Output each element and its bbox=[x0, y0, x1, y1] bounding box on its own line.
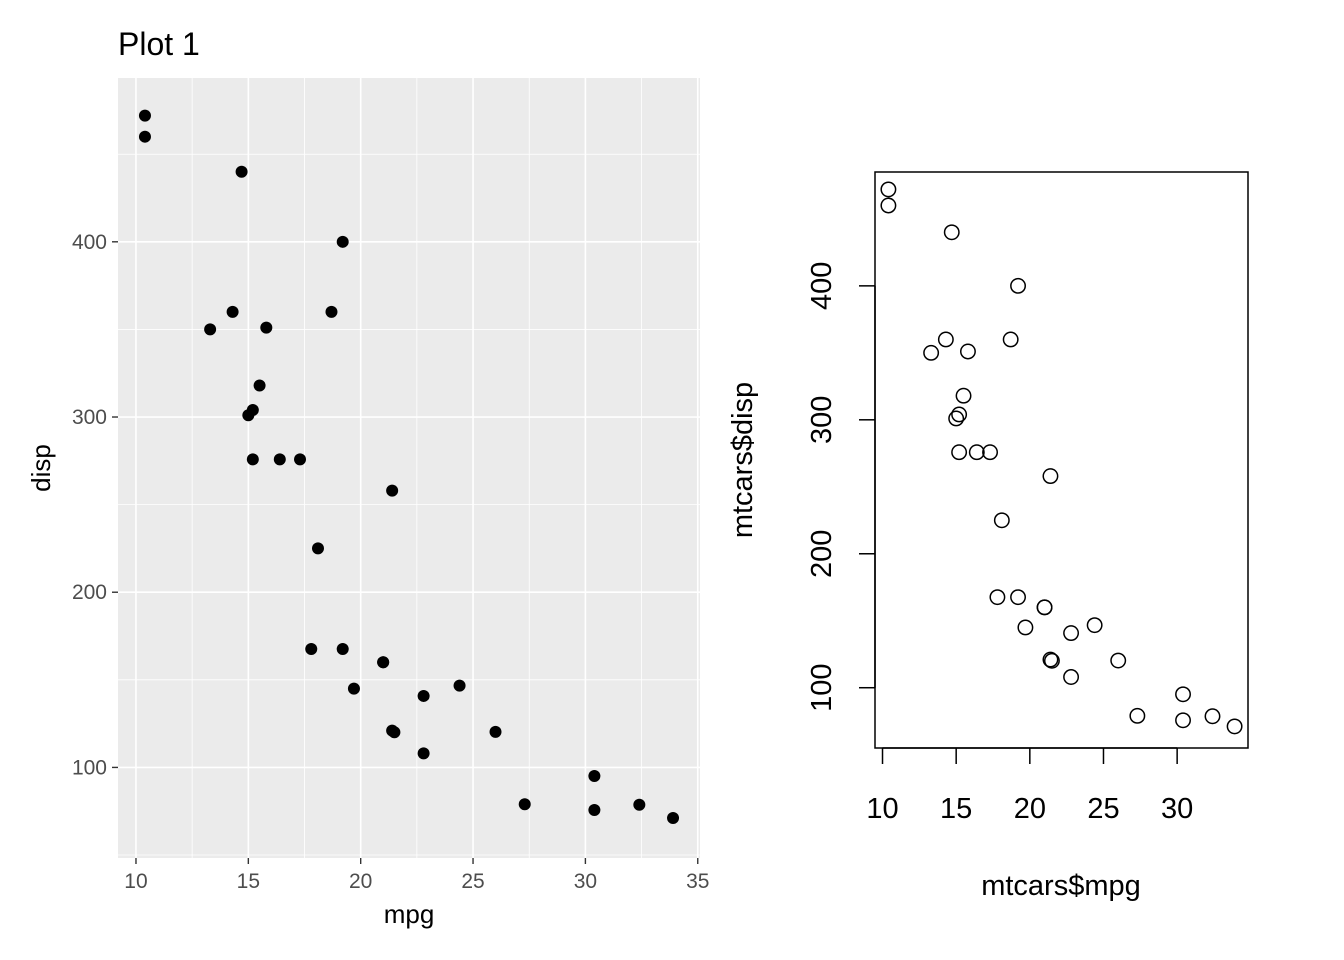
data-point bbox=[982, 444, 999, 461]
data-point bbox=[386, 484, 399, 497]
data-point bbox=[1175, 686, 1191, 703]
data-point bbox=[260, 321, 273, 334]
data-point bbox=[951, 444, 968, 461]
x-axis-label: mtcars$mpg bbox=[981, 870, 1141, 902]
data-point bbox=[1086, 617, 1103, 634]
data-point bbox=[377, 656, 390, 669]
data-point bbox=[138, 109, 151, 122]
data-point bbox=[311, 542, 324, 555]
base-r-chart: 10 15 20 25 30 100 200 300 400 mtcars$mpg mtcar… bbox=[727, 171, 1249, 902]
data-point bbox=[667, 812, 680, 825]
data-point bbox=[588, 770, 601, 783]
plot-box bbox=[874, 171, 1249, 749]
x-tick-label: 15 bbox=[237, 870, 260, 893]
data-point bbox=[960, 343, 976, 360]
data-point bbox=[336, 235, 349, 248]
x-tick-label: 30 bbox=[1161, 793, 1193, 825]
data-point bbox=[273, 453, 286, 466]
ggplot-chart: Plot 1 10 15 20 25 30 35 100 200 300 400 mpg dis… bbox=[26, 26, 709, 929]
x-tick-label: 20 bbox=[1014, 793, 1046, 825]
chart-title: Plot 1 bbox=[118, 26, 200, 62]
major-gridlines bbox=[118, 78, 700, 858]
data-point bbox=[325, 305, 338, 318]
data-point bbox=[226, 305, 239, 318]
x-axis-ticks: 10 15 20 25 30 35 bbox=[124, 858, 709, 893]
data-point bbox=[1036, 599, 1053, 616]
x-tick-label: 10 bbox=[124, 870, 147, 893]
data-point bbox=[989, 589, 1006, 606]
data-point bbox=[1129, 707, 1146, 724]
x-tick-label: 25 bbox=[461, 870, 484, 893]
data-point bbox=[294, 453, 307, 466]
data-point bbox=[1010, 277, 1026, 294]
y-tick-label: 200 bbox=[806, 530, 838, 578]
data-point bbox=[1017, 619, 1034, 636]
data-point bbox=[968, 444, 985, 461]
data-point bbox=[943, 224, 960, 241]
data-point bbox=[347, 682, 360, 695]
y-tick-label: 100 bbox=[806, 664, 838, 712]
data-point bbox=[1042, 468, 1059, 485]
y-tick-label: 300 bbox=[72, 406, 107, 429]
data-point bbox=[242, 409, 255, 422]
data-point bbox=[633, 798, 646, 811]
y-axis-label: disp bbox=[26, 444, 56, 492]
data-point bbox=[1010, 589, 1026, 606]
data-point bbox=[880, 181, 897, 198]
data-point bbox=[138, 130, 151, 143]
data-point bbox=[386, 724, 399, 737]
data-point bbox=[246, 453, 259, 466]
data-point bbox=[204, 323, 217, 336]
x-tick-label: 15 bbox=[940, 793, 972, 825]
y-tick-label: 400 bbox=[72, 231, 107, 254]
plot-panel bbox=[118, 78, 700, 858]
x-tick-label: 10 bbox=[866, 793, 898, 825]
data-point bbox=[235, 165, 248, 178]
x-axis-label: mpg bbox=[384, 899, 435, 929]
data-point bbox=[1226, 718, 1243, 735]
x-tick-label: 25 bbox=[1087, 793, 1119, 825]
y-tick-label: 100 bbox=[72, 756, 107, 779]
x-tick-label: 35 bbox=[686, 870, 709, 893]
data-point bbox=[1204, 708, 1221, 725]
data-point bbox=[518, 798, 531, 811]
data-point bbox=[417, 689, 430, 702]
data-point bbox=[1002, 331, 1019, 348]
y-tick-label: 300 bbox=[806, 396, 838, 444]
data-point bbox=[1042, 651, 1059, 668]
data-point bbox=[955, 387, 972, 404]
x-tick-label: 20 bbox=[349, 870, 372, 893]
y-axis-label: mtcars$disp bbox=[727, 382, 759, 538]
data-points bbox=[138, 109, 680, 825]
data-point bbox=[1175, 712, 1191, 729]
data-point bbox=[305, 642, 318, 655]
data-point bbox=[993, 512, 1010, 529]
y-axis-ticks: 100 200 300 400 bbox=[72, 231, 118, 779]
data-point bbox=[937, 331, 954, 348]
data-point bbox=[453, 679, 466, 692]
data-point bbox=[336, 642, 349, 655]
data-point bbox=[1110, 652, 1127, 669]
y-tick-label: 200 bbox=[72, 581, 107, 604]
x-axis-ticks: 10 15 20 25 30 bbox=[866, 747, 1193, 825]
data-point bbox=[489, 725, 502, 738]
data-point bbox=[948, 410, 965, 427]
data-point bbox=[417, 747, 430, 760]
data-point bbox=[588, 803, 601, 816]
y-axis-ticks: 100 200 300 400 bbox=[806, 262, 876, 712]
x-tick-label: 30 bbox=[574, 870, 597, 893]
data-point bbox=[880, 197, 897, 214]
data-point bbox=[1063, 625, 1080, 642]
minor-gridlines bbox=[118, 78, 700, 858]
data-points bbox=[880, 181, 1243, 735]
data-point bbox=[253, 379, 266, 392]
data-point bbox=[923, 344, 940, 361]
data-point bbox=[1043, 652, 1060, 669]
data-point bbox=[1063, 669, 1080, 685]
y-tick-label: 400 bbox=[806, 262, 838, 310]
data-point bbox=[951, 406, 968, 423]
